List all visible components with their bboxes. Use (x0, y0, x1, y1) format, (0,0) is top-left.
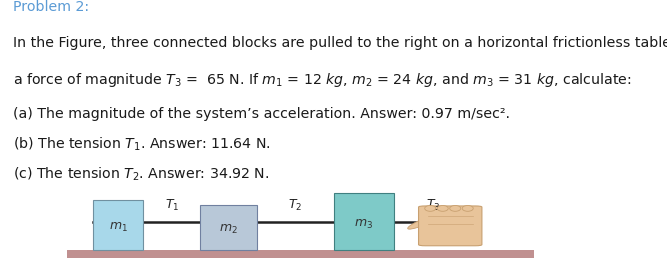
Text: a force of magnitude $T_3$ =  65 N. If $m_1$ = 12 $kg$, $m_2$ = 24 $kg$, and $m_: a force of magnitude $T_3$ = 65 N. If $m… (13, 71, 632, 89)
Text: (b) The tension $T_1$. Answer: 11.64 N.: (b) The tension $T_1$. Answer: 11.64 N. (13, 136, 271, 153)
Text: $m_3$: $m_3$ (354, 218, 373, 231)
Ellipse shape (408, 214, 441, 229)
Text: (a) The magnitude of the system’s acceleration. Answer: 0.97 m/sec².: (a) The magnitude of the system’s accele… (13, 107, 510, 121)
Text: $T_2$: $T_2$ (288, 198, 302, 213)
Text: Problem 2:: Problem 2: (13, 0, 89, 14)
Bar (334, 193, 394, 250)
Bar (67, 250, 534, 258)
FancyBboxPatch shape (419, 206, 482, 246)
Text: In the Figure, three connected blocks are pulled to the right on a horizontal fr: In the Figure, three connected blocks ar… (13, 36, 667, 50)
Ellipse shape (425, 205, 436, 211)
Text: $T_1$: $T_1$ (165, 198, 179, 213)
Ellipse shape (450, 205, 461, 211)
Text: $m_1$: $m_1$ (109, 221, 128, 234)
Text: $m_2$: $m_2$ (219, 223, 238, 236)
Bar (200, 205, 257, 250)
Text: (c) The tension $T_2$. Answer: 34.92 N.: (c) The tension $T_2$. Answer: 34.92 N. (13, 165, 269, 183)
Text: $T_3$: $T_3$ (426, 198, 441, 213)
Bar (93, 200, 143, 250)
Ellipse shape (437, 205, 448, 211)
Ellipse shape (462, 205, 473, 211)
